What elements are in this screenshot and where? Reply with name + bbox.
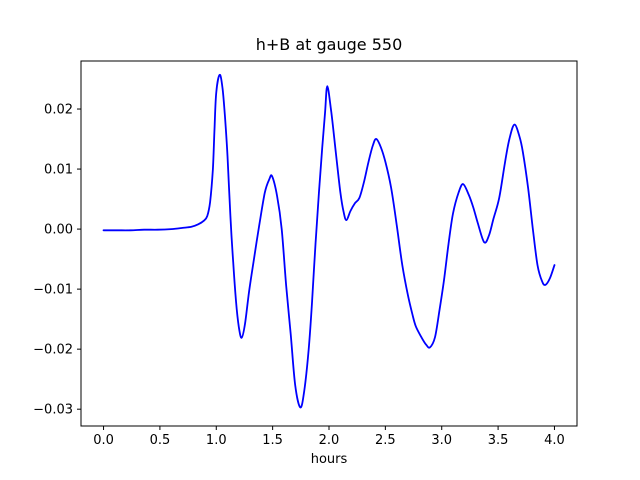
x-tick-label: 4.0 [544, 433, 565, 448]
y-tick-label: −0.01 [33, 283, 73, 298]
x-tick-label: 2.0 [319, 433, 340, 448]
y-tick-label: −0.02 [33, 343, 73, 358]
x-tick-label: 1.0 [206, 433, 227, 448]
x-tick-label: 2.5 [375, 433, 396, 448]
x-tick-label: 3.5 [488, 433, 509, 448]
x-tick-label: 3.0 [431, 433, 452, 448]
x-tick-label: 1.5 [262, 433, 283, 448]
y-tick-label: 0.00 [44, 223, 73, 238]
x-tick-label: 0.5 [150, 433, 171, 448]
axes-ticks: 0.0 0.5 1.0 1.5 2.0 2.5 3.0 3.5 4.0 0.02 0.01 0.00 −… [33, 103, 565, 448]
chart-title: h+B at gauge 550 [256, 35, 403, 54]
data-line [102, 73, 556, 409]
y-tick-label: −0.03 [33, 403, 73, 418]
x-tick-label: 0.0 [93, 433, 114, 448]
x-axis-label: hours [311, 452, 348, 467]
y-tick-label: 0.01 [44, 163, 73, 178]
plot-border [80, 60, 578, 427]
y-tick-label: 0.02 [44, 103, 73, 118]
